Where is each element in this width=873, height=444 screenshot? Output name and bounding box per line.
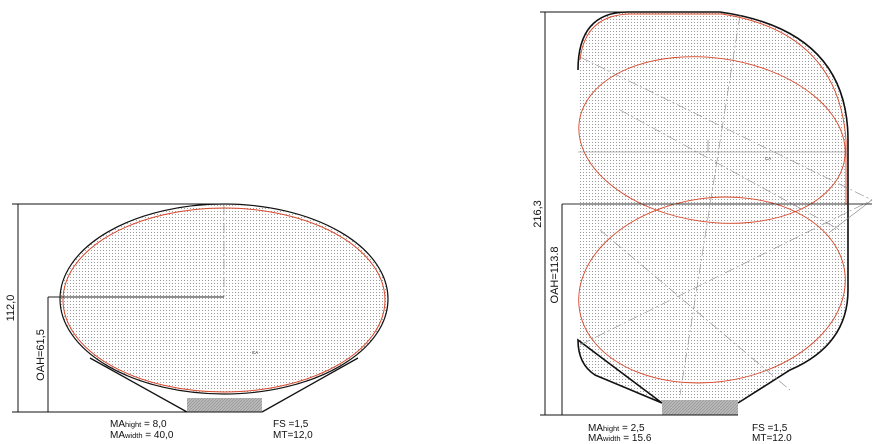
left-ma-hight: MAhight = 8,0 <box>110 419 167 430</box>
right-lens-outline <box>577 11 849 404</box>
right-oah-dim-text: OAH=113.8 <box>549 247 561 304</box>
left-oah-dim-text: OAH=61,5 <box>35 329 47 381</box>
left-fs: FS =1,5 <box>273 419 309 430</box>
right-construct-4 <box>599 229 791 391</box>
left-ma-width: MAwidth = 40,0 <box>110 430 174 441</box>
right-ca-area <box>578 12 848 403</box>
left-ca-label: CA <box>252 350 258 355</box>
right-construct-5 <box>619 109 841 231</box>
right-ca-label: CA <box>765 156 771 161</box>
left-mt: MT=12,0 <box>273 430 313 441</box>
left-mount <box>187 398 262 412</box>
right-construct-2 <box>579 199 873 346</box>
right-lens: 216,3 OAH=113.8 CA MAhight = 2,5 MAwidth… <box>532 11 873 444</box>
right-ma-hight: MAhight = 2,5 <box>588 423 645 434</box>
right-construct-3 <box>679 14 741 396</box>
left-tangent-right <box>261 357 359 413</box>
right-ma-width: MAwidth = 15.6 <box>588 433 652 444</box>
right-ca-ellipse-lower <box>578 196 846 384</box>
right-construct-6 <box>829 199 873 233</box>
right-height-dim-text: 216,3 <box>532 200 544 228</box>
right-mount <box>662 400 738 415</box>
right-fs: FS =1,5 <box>752 423 788 434</box>
left-tangent-left <box>89 357 188 413</box>
left-lens: 112,0 OAH=61,5 CA MAhight = 8,0 MAwidth … <box>5 203 389 441</box>
right-mt: MT=12.0 <box>752 433 792 444</box>
left-ca-area <box>60 205 388 393</box>
right-ca-ellipse-upper <box>578 56 846 224</box>
right-construct-1 <box>579 56 873 201</box>
left-height-dim-text: 112,0 <box>5 295 17 322</box>
right-ca-contour-top <box>579 13 847 205</box>
